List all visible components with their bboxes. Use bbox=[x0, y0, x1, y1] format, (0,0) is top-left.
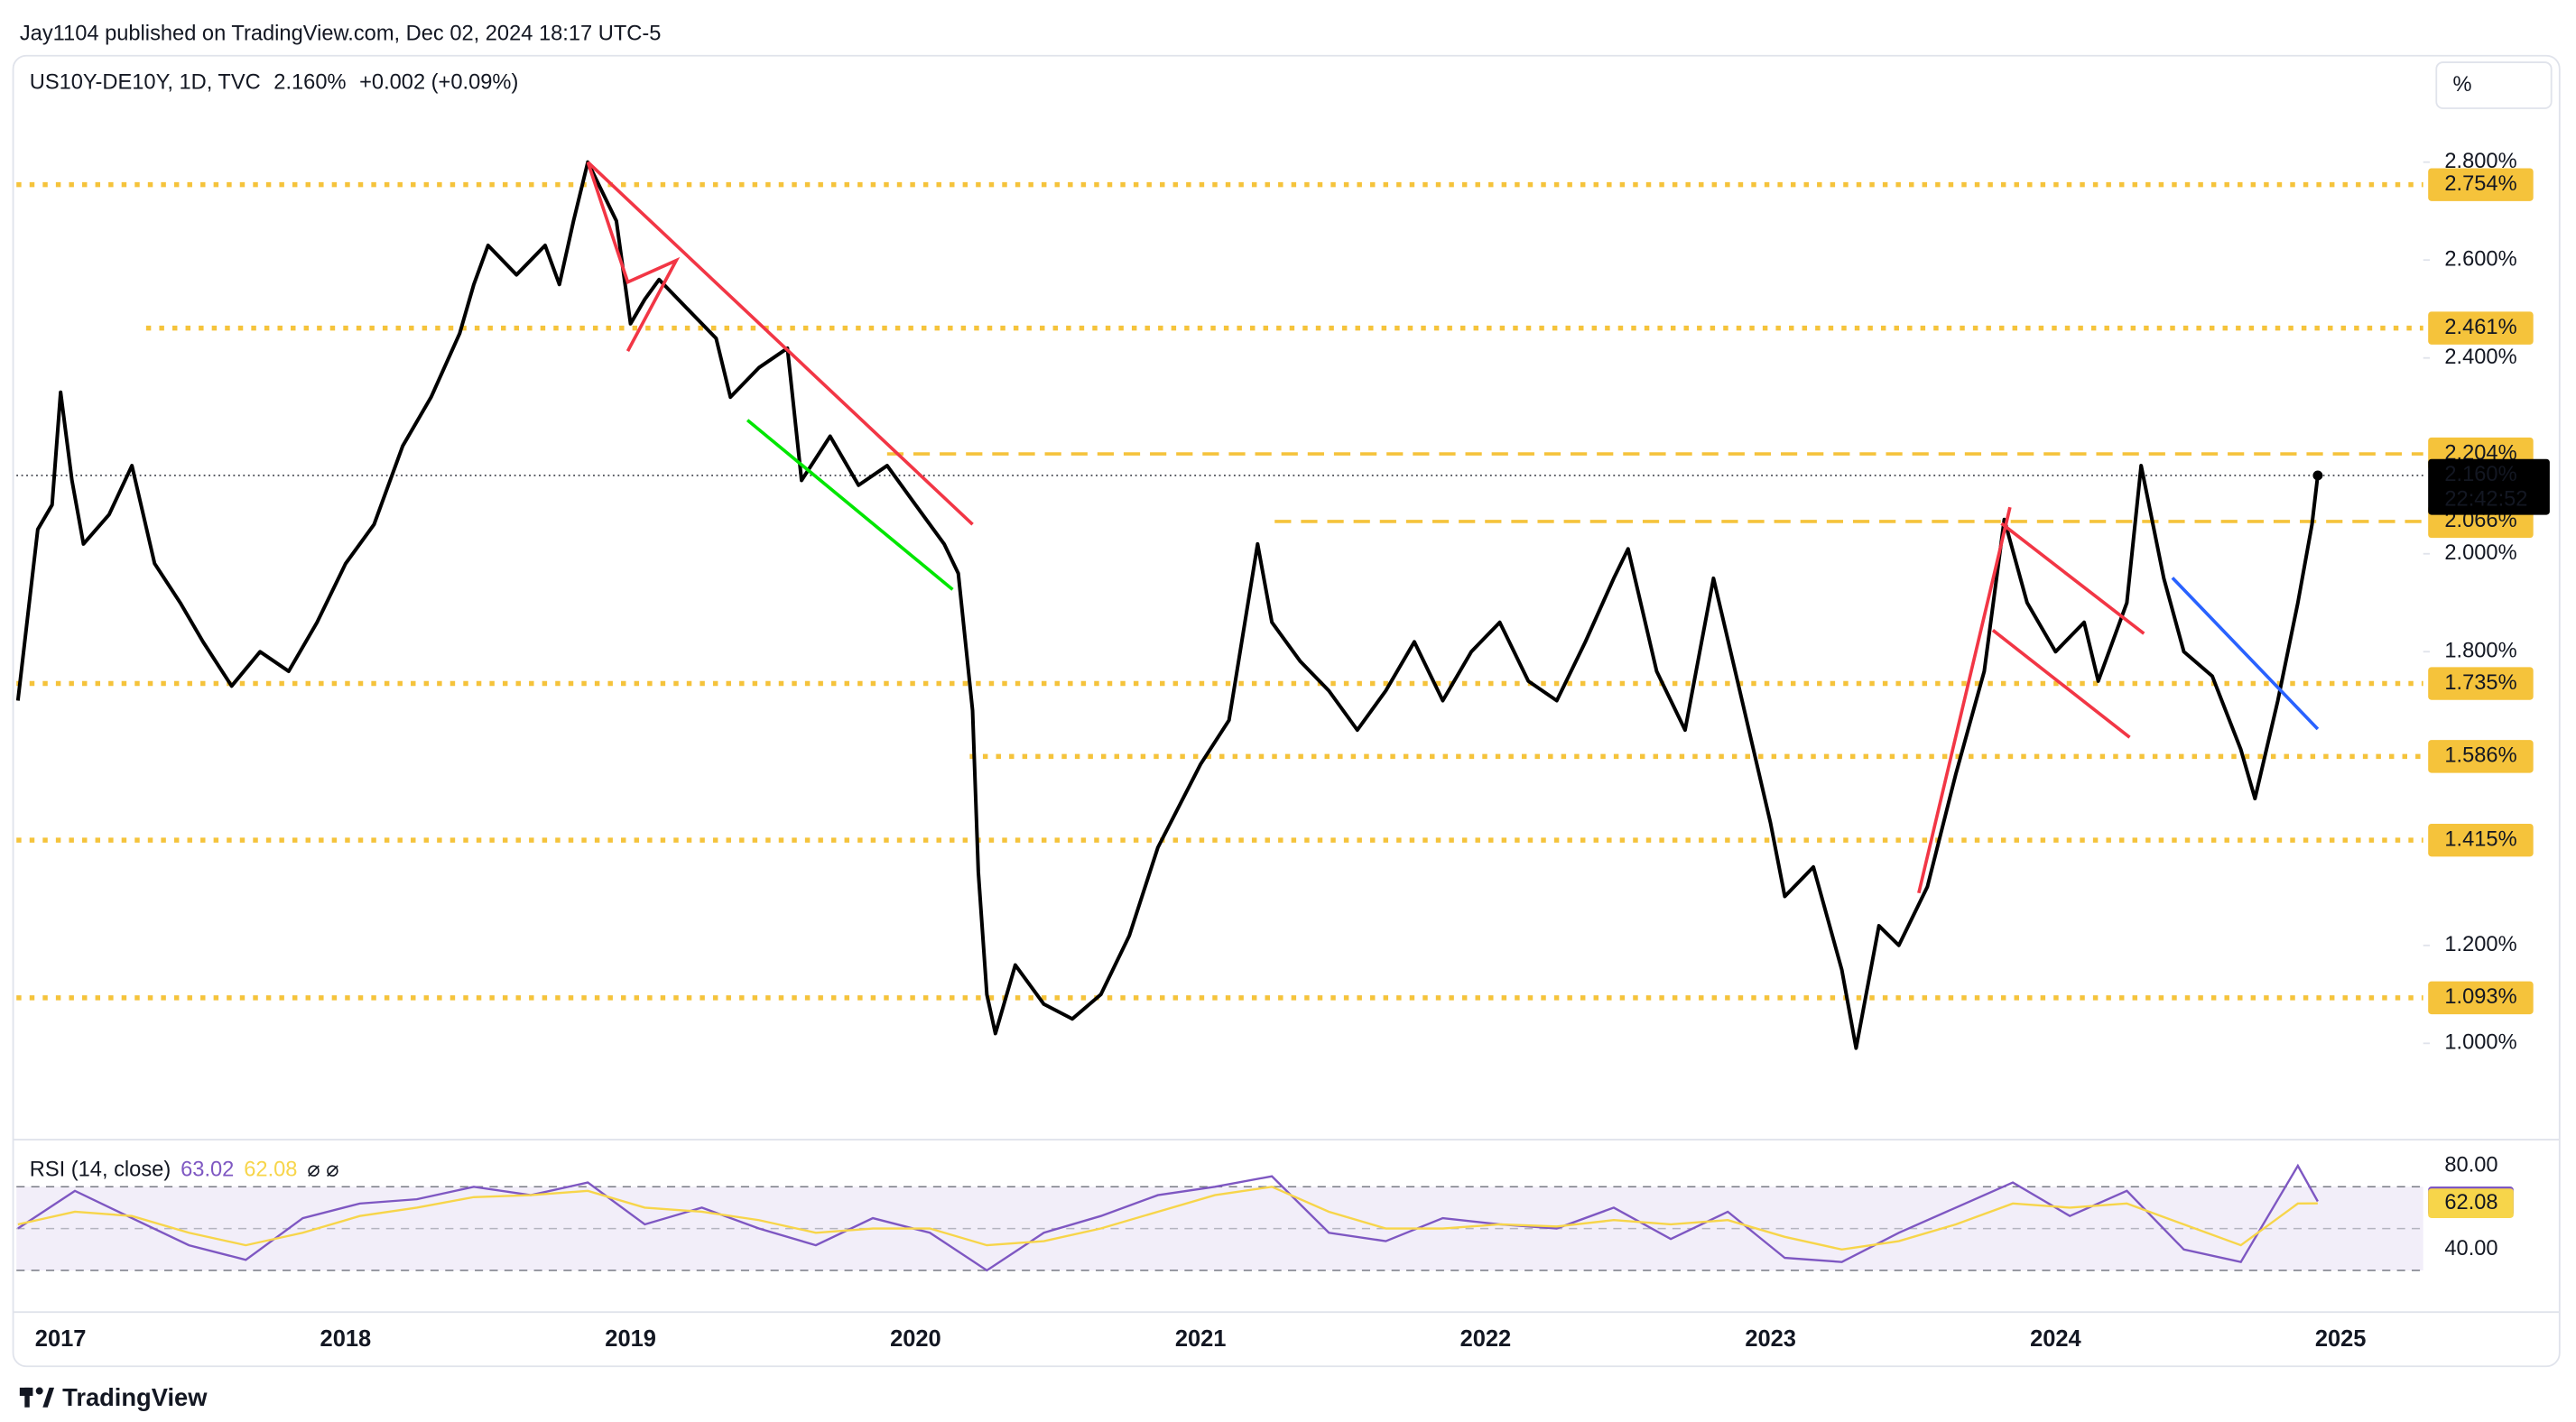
last-price-label: 2.160% bbox=[2444, 463, 2516, 486]
level-label-box bbox=[2428, 667, 2534, 700]
y-tick-label: 2.400% bbox=[2444, 346, 2516, 369]
level-label: 2.754% bbox=[2444, 172, 2516, 196]
y-tick-label: 2.600% bbox=[2444, 247, 2516, 271]
rsi-ma-value: 62.08 bbox=[244, 1159, 297, 1182]
rsi-legend: RSI (14, close) 63.02 62.08 ⌀ ⌀ bbox=[30, 1159, 339, 1182]
scale-button-label[interactable]: % bbox=[2452, 73, 2471, 97]
level-label-box bbox=[2428, 168, 2534, 201]
x-tick-label: 2025 bbox=[2315, 1326, 2367, 1352]
x-tick-label: 2022 bbox=[1460, 1326, 1512, 1352]
rsi-ma-box bbox=[2428, 1188, 2514, 1218]
rsi-ma-label: 62.08 bbox=[2444, 1191, 2497, 1214]
symbol: US10Y-DE10Y, 1D, TVC bbox=[30, 71, 261, 95]
rsi-tick-label: 40.00 bbox=[2444, 1237, 2497, 1260]
x-tick-label: 2019 bbox=[605, 1326, 656, 1352]
rsi-line bbox=[17, 1163, 2319, 1272]
y-tick-label: 1.200% bbox=[2444, 933, 2516, 956]
trend-line bbox=[1917, 506, 2012, 894]
level-label-box bbox=[2428, 823, 2534, 857]
level-label: 2.461% bbox=[2444, 316, 2516, 339]
price: 2.160% bbox=[273, 71, 346, 95]
x-tick-label: 2024 bbox=[2030, 1326, 2081, 1352]
last-price-dot bbox=[2312, 470, 2323, 481]
tv-logo bbox=[19, 1387, 55, 1408]
background bbox=[0, 6, 2576, 1416]
price-line bbox=[15, 160, 2320, 1050]
rsi-tick-label: 80.00 bbox=[2444, 1153, 2497, 1177]
level-label-box bbox=[2428, 311, 2534, 345]
trend-line bbox=[1991, 628, 2131, 739]
level-label-box bbox=[2428, 740, 2534, 773]
x-tick-label: 2018 bbox=[320, 1326, 372, 1352]
x-tick-label: 2021 bbox=[1175, 1326, 1227, 1352]
trend-line bbox=[586, 162, 681, 352]
level-label: 1.735% bbox=[2444, 671, 2516, 695]
y-tick-label: 1.800% bbox=[2444, 640, 2516, 663]
rsi-ma-line bbox=[17, 1186, 2318, 1251]
y-tick-label: 2.000% bbox=[2444, 541, 2516, 565]
level-lines bbox=[16, 181, 2423, 1001]
symbol-line: US10Y-DE10Y, 1D, TVC 2.160% +0.002 (+0.09%… bbox=[30, 71, 519, 95]
x-tick-label: 2017 bbox=[35, 1326, 87, 1352]
x-tick-label: 2020 bbox=[890, 1326, 941, 1352]
level-label-box bbox=[2428, 981, 2534, 1015]
x-tick-label: 2023 bbox=[1745, 1326, 1796, 1352]
scale-button[interactable] bbox=[2435, 61, 2553, 109]
last-price-box bbox=[2428, 458, 2550, 515]
level-label: 1.586% bbox=[2444, 744, 2516, 768]
rsi-extra: ⌀ ⌀ bbox=[307, 1159, 338, 1182]
trend-line bbox=[587, 161, 974, 526]
y-tick-label: 1.000% bbox=[2444, 1031, 2516, 1055]
rsi-value: 63.02 bbox=[181, 1159, 234, 1182]
rsi-title: RSI (14, close) bbox=[30, 1159, 171, 1182]
trend-line bbox=[746, 419, 954, 591]
countdown: 22:42:52 bbox=[2444, 487, 2527, 511]
level-label: 1.093% bbox=[2444, 985, 2516, 1009]
chart-frame bbox=[12, 54, 2561, 1368]
trend-line bbox=[2171, 577, 2320, 731]
trend-line bbox=[2000, 522, 2145, 635]
footer-brand: TradingView bbox=[62, 1383, 208, 1411]
change: +0.002 (+0.09%) bbox=[359, 71, 518, 95]
level-label: 1.415% bbox=[2444, 827, 2516, 851]
publish-info: Jay1104 published on TradingView.com, De… bbox=[20, 22, 662, 45]
